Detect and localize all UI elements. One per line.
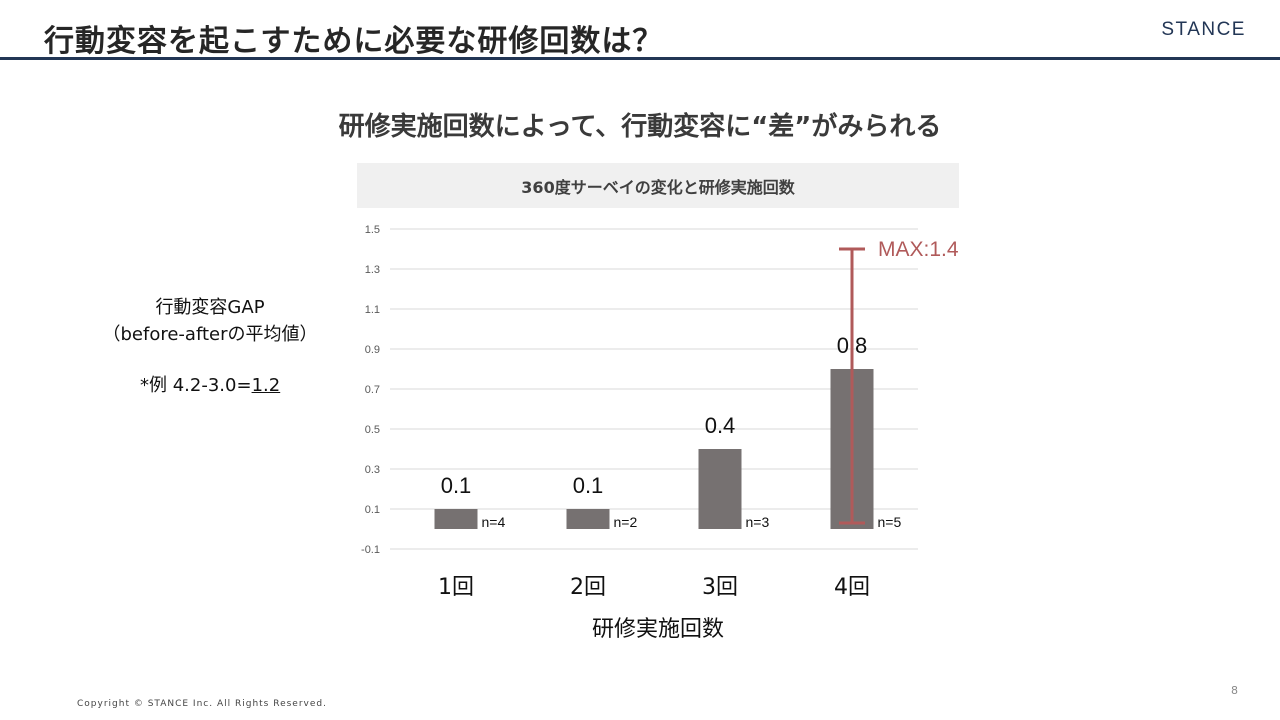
y-tick-label: 0.7 — [365, 384, 380, 396]
y-tick-label: 0.1 — [365, 504, 380, 516]
chart-title: 360度サーベイの変化と研修実施回数 — [357, 163, 959, 208]
x-tick-label: 4回 — [834, 575, 870, 600]
bar — [698, 449, 742, 529]
example-formula: *例 4.2-3.0=1.2 — [140, 371, 280, 397]
y-axis-note-line1: 行動変容GAP — [155, 297, 265, 318]
page-number: 8 — [1231, 684, 1238, 697]
bar — [566, 509, 610, 529]
y-axis-note: 行動変容GAP （before-afterの平均値） — [100, 294, 320, 348]
data-label: 0.4 — [705, 413, 736, 438]
page-title: 行動変容を起こすために必要な研修回数は？ — [44, 24, 664, 59]
example-prefix: *例 4.2-3.0= — [140, 375, 252, 396]
sample-size-label: n=5 — [878, 514, 902, 530]
copyright-text: Copyright © STANCE Inc. All Rights Reser… — [77, 699, 327, 709]
sample-size-label: n=3 — [746, 514, 770, 530]
brand-logo: STANCE — [1161, 19, 1246, 40]
bar — [434, 509, 478, 529]
y-tick-label: -0.1 — [361, 544, 380, 556]
data-label: 0.1 — [573, 473, 604, 498]
x-axis-title: 研修実施回数 — [592, 617, 724, 642]
sample-size-label: n=2 — [614, 514, 638, 530]
sample-size-label: n=4 — [482, 514, 506, 530]
x-tick-label: 1回 — [438, 575, 474, 600]
y-tick-label: 0.5 — [365, 424, 380, 436]
x-tick-label: 2回 — [570, 575, 606, 600]
x-tick-label: 3回 — [702, 575, 738, 600]
slide-subtitle: 研修実施回数によって、行動変容に“差”がみられる — [338, 112, 942, 142]
y-tick-label: 1.1 — [365, 304, 380, 316]
y-tick-label: 0.3 — [365, 464, 380, 476]
y-tick-label: 1.3 — [365, 264, 380, 276]
y-tick-label: 0.9 — [365, 344, 380, 356]
y-axis-note-line2: （before-afterの平均値） — [102, 324, 318, 345]
data-label: 0.1 — [441, 473, 472, 498]
y-tick-label: 1.5 — [365, 224, 380, 236]
title-divider — [0, 57, 1280, 60]
example-value: 1.2 — [251, 375, 281, 396]
range-label: MAX:1.4 — [878, 238, 959, 261]
